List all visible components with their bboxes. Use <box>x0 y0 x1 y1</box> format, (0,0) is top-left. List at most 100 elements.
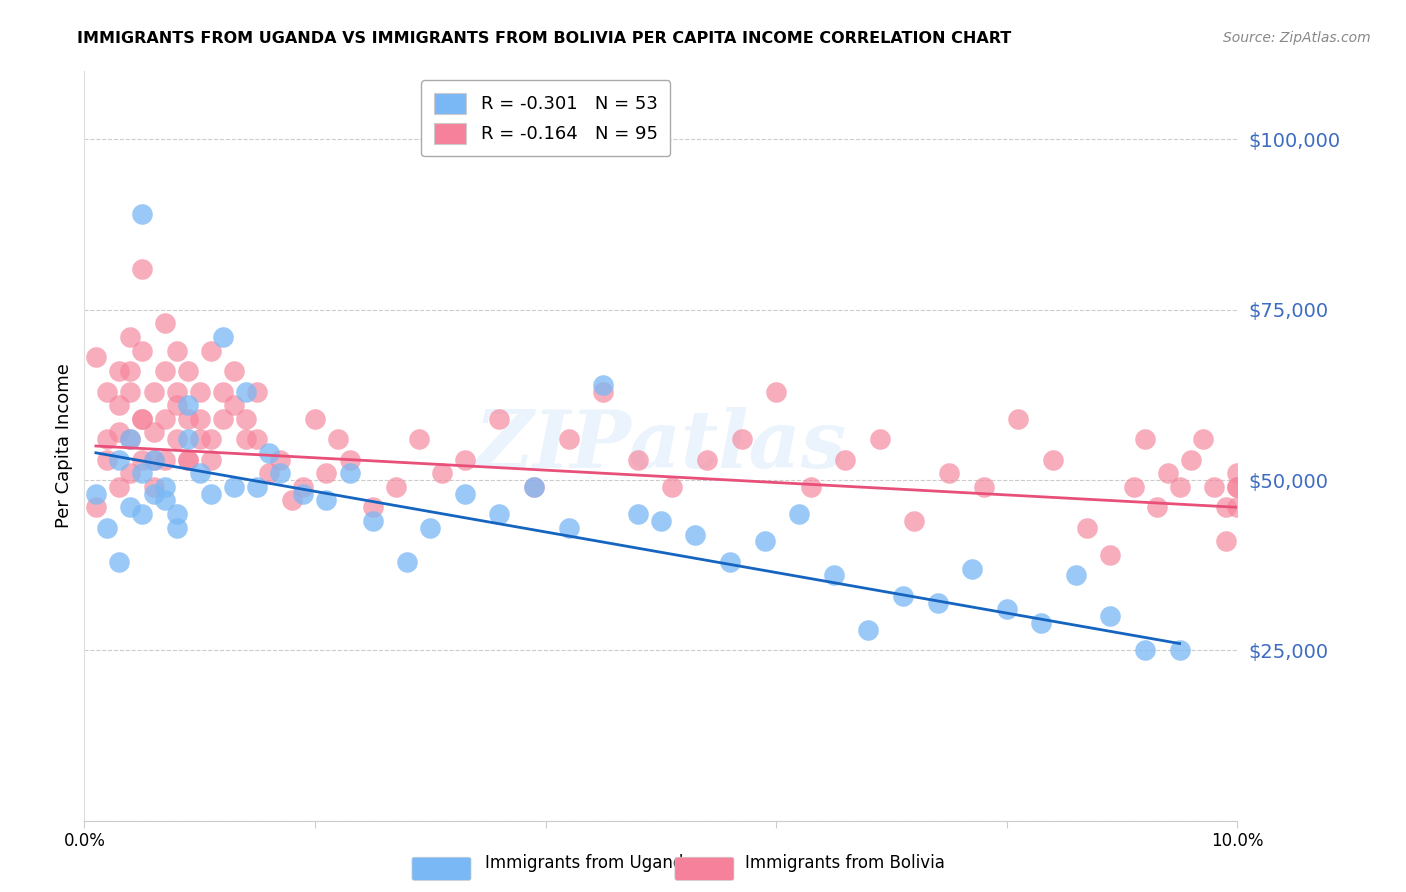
Text: Source: ZipAtlas.com: Source: ZipAtlas.com <box>1223 31 1371 45</box>
Point <box>1157 467 1180 481</box>
Point <box>292 486 315 500</box>
Point <box>1226 480 1249 494</box>
Point <box>661 480 683 494</box>
Point <box>869 432 891 446</box>
Point <box>188 467 211 481</box>
Point <box>166 343 188 358</box>
Point <box>142 480 165 494</box>
Point <box>120 432 142 446</box>
Point <box>1226 500 1249 515</box>
Point <box>557 521 579 535</box>
Point <box>188 411 211 425</box>
Point <box>1215 500 1237 515</box>
Point <box>800 480 823 494</box>
Point <box>650 514 672 528</box>
Point <box>1146 500 1168 515</box>
Point <box>246 432 269 446</box>
Point <box>257 446 280 460</box>
Point <box>592 384 614 399</box>
Point <box>131 343 153 358</box>
Point <box>1204 480 1226 494</box>
Point <box>754 534 776 549</box>
Point <box>131 411 153 425</box>
Point <box>1168 480 1191 494</box>
Y-axis label: Per Capita Income: Per Capita Income <box>55 364 73 528</box>
Point <box>730 432 752 446</box>
Legend: R = -0.301   N = 53, R = -0.164   N = 95: R = -0.301 N = 53, R = -0.164 N = 95 <box>420 80 671 156</box>
Point <box>339 467 361 481</box>
Point <box>96 432 118 446</box>
Point <box>430 467 453 481</box>
Point <box>224 364 246 378</box>
Point <box>995 602 1018 616</box>
Point <box>224 398 246 412</box>
Point <box>718 555 741 569</box>
Point <box>1007 411 1029 425</box>
Point <box>188 384 211 399</box>
Point <box>108 398 131 412</box>
Point <box>142 486 165 500</box>
Point <box>592 377 614 392</box>
Point <box>153 411 176 425</box>
Point <box>131 467 153 481</box>
Point <box>281 493 304 508</box>
Point <box>246 480 269 494</box>
Point <box>108 555 131 569</box>
Point <box>396 555 419 569</box>
Point <box>1031 616 1053 631</box>
Point <box>408 432 430 446</box>
Point <box>211 384 233 399</box>
Point <box>120 330 142 344</box>
Point <box>120 364 142 378</box>
Point <box>927 596 949 610</box>
Point <box>292 480 315 494</box>
Point <box>858 623 880 637</box>
Point <box>891 589 914 603</box>
Text: Immigrants from Uganda: Immigrants from Uganda <box>485 855 693 872</box>
Point <box>315 467 337 481</box>
Point <box>938 467 960 481</box>
Point <box>96 521 118 535</box>
Text: Immigrants from Bolivia: Immigrants from Bolivia <box>745 855 945 872</box>
Point <box>131 452 153 467</box>
Point <box>177 364 200 378</box>
Point <box>166 432 188 446</box>
Point <box>120 500 142 515</box>
Point <box>1076 521 1098 535</box>
Point <box>188 432 211 446</box>
Point <box>211 411 233 425</box>
Point <box>153 452 176 467</box>
Point <box>1133 643 1156 657</box>
Point <box>973 480 995 494</box>
Point <box>153 317 176 331</box>
Point <box>361 500 384 515</box>
Point <box>108 452 131 467</box>
Point <box>200 343 222 358</box>
Point <box>1042 452 1064 467</box>
Point <box>235 432 257 446</box>
Point <box>1191 432 1213 446</box>
Point <box>834 452 856 467</box>
Text: ZIPatlas: ZIPatlas <box>475 408 846 484</box>
Point <box>200 452 222 467</box>
Point <box>131 207 153 221</box>
Point <box>1122 480 1144 494</box>
Point <box>523 480 546 494</box>
Point <box>960 561 983 575</box>
Point <box>1064 568 1087 582</box>
Point <box>1099 609 1122 624</box>
Point <box>120 467 142 481</box>
Point <box>84 500 107 515</box>
Point <box>1180 452 1202 467</box>
Point <box>142 452 165 467</box>
Point <box>765 384 787 399</box>
Point <box>696 452 718 467</box>
Point <box>108 425 131 440</box>
Point <box>1168 643 1191 657</box>
Point <box>257 467 280 481</box>
Point <box>142 384 165 399</box>
Point <box>177 411 200 425</box>
Point <box>1133 432 1156 446</box>
Point <box>84 351 107 365</box>
Point <box>269 452 291 467</box>
